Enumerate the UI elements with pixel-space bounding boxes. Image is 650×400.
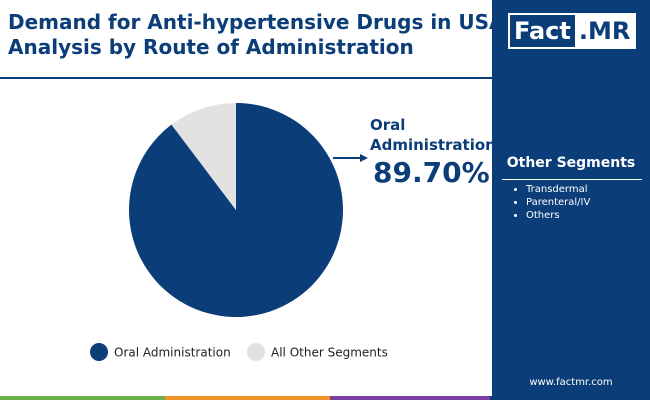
sidebar-list: TransdermalParenteral/IVOthers xyxy=(512,183,590,222)
legend-swatch xyxy=(90,343,108,361)
sidebar-item: Others xyxy=(526,209,590,222)
sidebar-title: Other Segments xyxy=(506,155,636,171)
legend-label: All Other Segments xyxy=(271,346,388,360)
footer-strip xyxy=(165,396,330,400)
footer-strip xyxy=(490,396,650,400)
legend-label: Oral Administration xyxy=(114,346,231,360)
sidebar-item: Transdermal xyxy=(526,183,590,196)
footer-strip xyxy=(330,396,490,400)
sidebar-rule xyxy=(502,179,642,180)
arrow-head xyxy=(360,154,368,162)
sidebar-item: Parenteral/IV xyxy=(526,196,590,209)
logo-part: .MR xyxy=(574,15,635,47)
website: www.factmr.com xyxy=(529,377,613,388)
title-block: Demand for Anti-hypertensive Drugs in US… xyxy=(8,10,505,60)
legend-swatch xyxy=(247,343,265,361)
side-panel xyxy=(492,0,650,396)
chart-title: Demand for Anti-hypertensive Drugs in US… xyxy=(8,10,505,34)
chart-subtitle: Analysis by Route of Administration xyxy=(8,35,414,59)
annotation: Oral Administration xyxy=(370,116,496,154)
value-label: 89.70% xyxy=(373,156,490,189)
footer-strip xyxy=(0,396,165,400)
logo-part: Fact xyxy=(514,17,571,45)
title-rule xyxy=(0,77,492,79)
logo: Fact .MR xyxy=(508,13,637,49)
pie-slice xyxy=(171,103,236,210)
